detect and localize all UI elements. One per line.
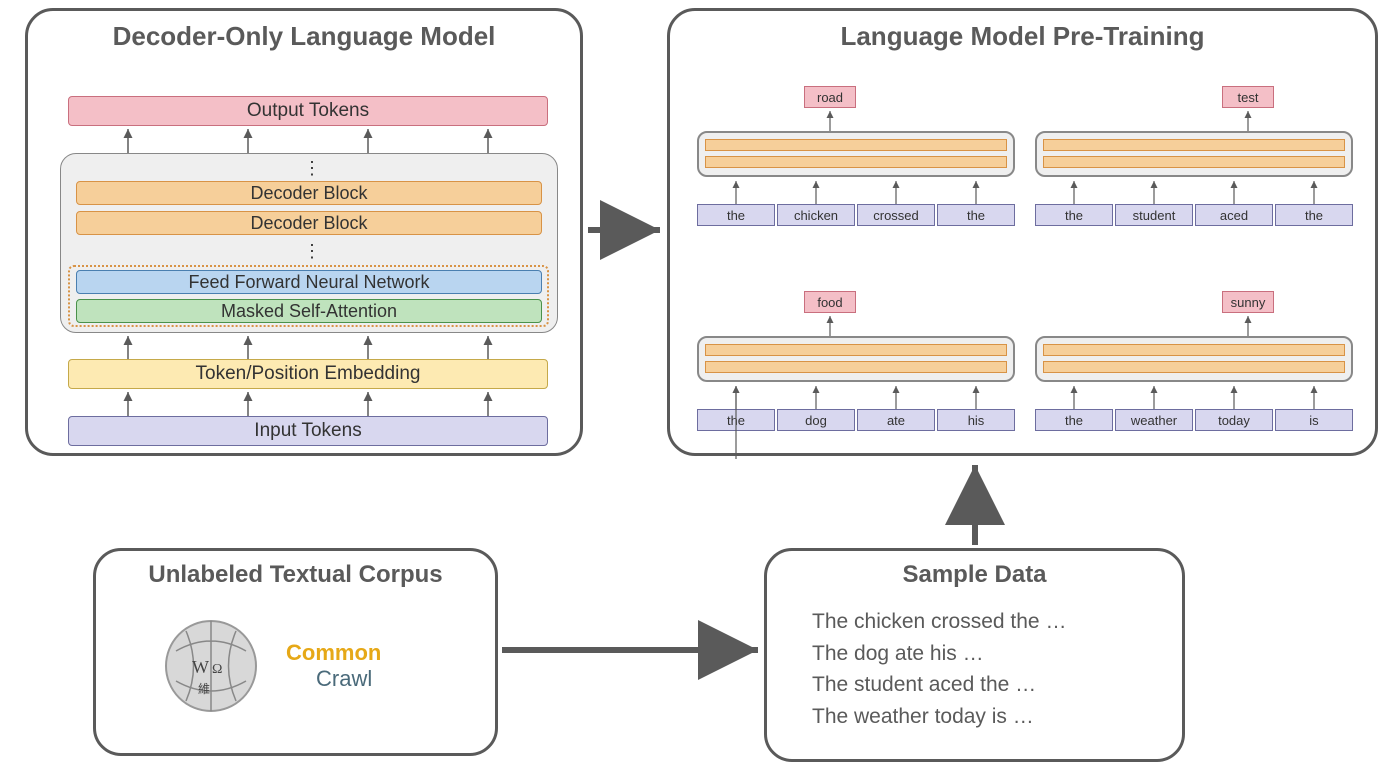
commoncrawl-logo: Common Crawl <box>286 640 381 692</box>
example-1-bar-2 <box>705 156 1007 168</box>
example-2-output: test <box>1222 86 1274 108</box>
example-4-tok-0: the <box>1035 409 1113 431</box>
example-1-tok-3: the <box>937 204 1015 226</box>
example-1-tok-2: crossed <box>857 204 935 226</box>
input-tokens-block: Input Tokens <box>68 416 548 446</box>
example-3-stack <box>697 336 1015 382</box>
pretraining-panel: Language Model Pre-Training road the chi… <box>667 8 1378 456</box>
wikipedia-icon: W Ω 維 <box>156 611 266 721</box>
example-4-tok-3: is <box>1275 409 1353 431</box>
example-2-bar-2 <box>1043 156 1345 168</box>
example-2-tok-2: aced <box>1195 204 1273 226</box>
sample-line-1: The dog ate his … <box>812 638 1066 670</box>
pretraining-title: Language Model Pre-Training <box>670 21 1375 52</box>
example-1-output: road <box>804 86 856 108</box>
example-3-tok-3: his <box>937 409 1015 431</box>
svg-text:Ω: Ω <box>212 662 222 677</box>
example-2-tok-3: the <box>1275 204 1353 226</box>
example-1-bar-1 <box>705 139 1007 151</box>
example-3-bar-2 <box>705 361 1007 373</box>
example-1-stack <box>697 131 1015 177</box>
example-3-bar-1 <box>705 344 1007 356</box>
output-tokens-block: Output Tokens <box>68 96 548 126</box>
corpus-title: Unlabeled Textual Corpus <box>96 561 495 589</box>
example-2-bar-1 <box>1043 139 1345 151</box>
decoder-panel: Decoder-Only Language Model Input Tokens… <box>25 8 583 456</box>
decoder-block-1: Decoder Block <box>76 181 542 205</box>
example-4-stack <box>1035 336 1353 382</box>
example-3-tok-1: dog <box>777 409 855 431</box>
example-1-tok-0: the <box>697 204 775 226</box>
svg-text:W: W <box>192 657 209 677</box>
embedding-block: Token/Position Embedding <box>68 359 548 389</box>
sample-line-2: The student aced the … <box>812 669 1066 701</box>
example-3-tok-2: ate <box>857 409 935 431</box>
example-4-tok-2: today <box>1195 409 1273 431</box>
svg-text:維: 維 <box>198 682 210 696</box>
example-3-output: food <box>804 291 856 313</box>
sample-line-3: The weather today is … <box>812 701 1066 733</box>
example-4-bar-1 <box>1043 344 1345 356</box>
example-2-tok-0: the <box>1035 204 1113 226</box>
sample-line-0: The chicken crossed the … <box>812 606 1066 638</box>
example-4-output: sunny <box>1222 291 1274 313</box>
sample-panel: Sample Data The chicken crossed the … Th… <box>764 548 1185 762</box>
logo-common: Common <box>286 640 381 666</box>
decoder-block-2: Decoder Block <box>76 211 542 235</box>
example-3-tok-0: the <box>697 409 775 431</box>
masked-attn-block: Masked Self-Attention <box>76 299 542 323</box>
ffn-block: Feed Forward Neural Network <box>76 270 542 294</box>
example-3-arrows <box>670 11 1040 459</box>
example-4-tok-1: weather <box>1115 409 1193 431</box>
decoder-title: Decoder-Only Language Model <box>28 21 580 52</box>
vertical-dots-2: ⋮ <box>303 158 323 179</box>
vertical-dots: ⋮ <box>303 241 323 262</box>
example-4-arrows <box>670 11 1381 459</box>
example-2-stack <box>1035 131 1353 177</box>
example-2-tok-1: student <box>1115 204 1193 226</box>
sample-title: Sample Data <box>767 561 1182 589</box>
example-1-tok-1: chicken <box>777 204 855 226</box>
example-4-bar-2 <box>1043 361 1345 373</box>
corpus-panel: Unlabeled Textual Corpus W Ω 維 Common Cr… <box>93 548 498 756</box>
logo-crawl: Crawl <box>316 666 381 692</box>
